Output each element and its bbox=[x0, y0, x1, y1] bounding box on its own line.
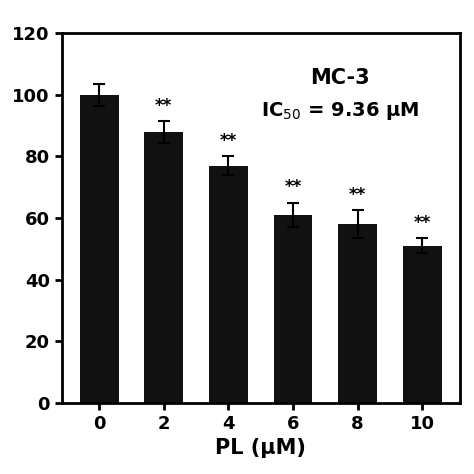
Text: **: ** bbox=[349, 186, 366, 204]
Bar bbox=[273, 215, 312, 403]
Text: **: ** bbox=[220, 132, 237, 150]
Text: MC-3: MC-3 bbox=[310, 68, 370, 88]
Text: **: ** bbox=[284, 179, 301, 196]
Bar bbox=[403, 246, 442, 403]
Text: **: ** bbox=[414, 214, 431, 232]
Text: **: ** bbox=[155, 97, 173, 115]
X-axis label: PL (μM): PL (μM) bbox=[215, 438, 306, 458]
Text: IC$_{50}$ = 9.36 μM: IC$_{50}$ = 9.36 μM bbox=[261, 100, 419, 122]
Bar bbox=[338, 224, 377, 403]
Bar bbox=[80, 95, 118, 403]
Bar bbox=[145, 132, 183, 403]
Bar bbox=[209, 166, 248, 403]
